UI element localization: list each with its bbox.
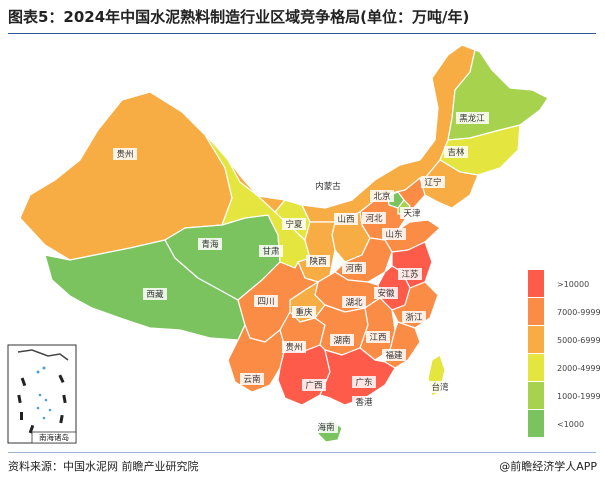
label-yunnan: 云南 bbox=[243, 374, 260, 385]
label-chip bbox=[282, 218, 306, 230]
label-chip bbox=[342, 262, 366, 274]
label-guizhou: 贵州 bbox=[285, 342, 302, 353]
label-chip bbox=[312, 180, 345, 192]
label-chip bbox=[456, 112, 489, 124]
legend-label: 1000-1999 bbox=[557, 392, 601, 401]
label-chip bbox=[254, 295, 278, 307]
title-divider bbox=[8, 33, 596, 34]
label-chip bbox=[302, 379, 326, 391]
china-map: 贵州 西藏 青海 甘肃 宁夏 内蒙古 黑龙江 吉林 辽宁 北京 天津 河北 山西… bbox=[7, 44, 601, 444]
label-chip bbox=[314, 421, 338, 433]
label-chip bbox=[366, 331, 390, 343]
legend-item: >10000 bbox=[528, 270, 589, 297]
label-chip bbox=[444, 146, 468, 158]
label-chip bbox=[382, 349, 406, 361]
label-chip bbox=[352, 396, 376, 408]
inset-label: 南海诸岛 bbox=[39, 432, 69, 442]
label-hongkong: 香港 bbox=[355, 397, 373, 408]
label-chip bbox=[113, 148, 137, 160]
label-chongqing: 重庆 bbox=[295, 307, 313, 318]
legend-swatch bbox=[528, 354, 544, 381]
label-chip bbox=[362, 212, 386, 224]
label-liaoning: 辽宁 bbox=[424, 177, 441, 188]
label-chip bbox=[259, 245, 283, 257]
inset-coastline bbox=[17, 349, 69, 361]
label-chip bbox=[282, 341, 306, 353]
label-chip bbox=[306, 255, 330, 267]
label-shaanxi: 陕西 bbox=[309, 256, 326, 267]
label-hubei: 湖北 bbox=[345, 298, 363, 308]
legend-label: <1000 bbox=[557, 420, 584, 429]
label-tianjin: 天津 bbox=[403, 208, 421, 219]
chart-title: 图表5：2024年中国水泥熟料制造行业区域竞争格局(单位：万吨/年) bbox=[8, 8, 470, 26]
label-chip bbox=[421, 176, 445, 188]
legend-swatch bbox=[528, 410, 544, 437]
label-heilongjiang: 黑龙江 bbox=[459, 113, 485, 124]
legend-label: 7000-9999 bbox=[557, 308, 601, 317]
label-chip bbox=[374, 287, 398, 299]
legend: >10000 7000-9999 5000-6999 2000-4999 100… bbox=[528, 270, 601, 437]
label-chip bbox=[370, 190, 394, 202]
label-guangxi: 广西 bbox=[305, 380, 322, 391]
label-chip bbox=[428, 381, 452, 393]
legend-label: 2000-4999 bbox=[557, 364, 601, 373]
label-henan: 河南 bbox=[345, 263, 362, 274]
label-ningxia: 宁夏 bbox=[285, 219, 303, 230]
legend-swatch bbox=[528, 298, 544, 325]
label-sichuan: 四川 bbox=[257, 297, 274, 307]
label-gansu: 甘肃 bbox=[262, 246, 280, 257]
south-china-sea-inset: 南海诸岛 bbox=[7, 344, 77, 444]
label-chip bbox=[334, 213, 358, 225]
label-chip bbox=[400, 207, 424, 219]
legend-item: 7000-9999 bbox=[528, 298, 601, 325]
label-chip bbox=[330, 334, 354, 346]
label-chip bbox=[240, 373, 264, 385]
legend-item: <1000 bbox=[528, 410, 584, 437]
label-beijing: 北京 bbox=[373, 191, 390, 202]
label-zhejiang: 浙江 bbox=[405, 312, 423, 323]
label-shanxi: 山西 bbox=[337, 214, 354, 225]
source-note: 资料来源：中国水泥网 前瞻产业研究院 bbox=[8, 460, 199, 473]
label-neimenggu: 内蒙古 bbox=[315, 181, 341, 192]
label-jiangxi: 江西 bbox=[369, 333, 386, 343]
legend-item: 1000-1999 bbox=[528, 382, 601, 409]
label-jilin: 吉林 bbox=[447, 147, 465, 158]
legend-item: 2000-4999 bbox=[528, 354, 601, 381]
inset-label-box bbox=[31, 431, 77, 444]
legend-label: 5000-6999 bbox=[557, 336, 601, 345]
label-chip bbox=[402, 311, 426, 323]
label-qinghai: 青海 bbox=[201, 239, 219, 250]
label-chip bbox=[342, 296, 366, 308]
inset-frame bbox=[7, 344, 77, 444]
label-hunan: 湖南 bbox=[333, 335, 350, 346]
label-chip bbox=[198, 238, 222, 250]
label-hainan: 海南 bbox=[317, 422, 334, 433]
legend-swatch bbox=[528, 326, 544, 353]
legend-swatch bbox=[528, 270, 544, 297]
legend-item: 5000-6999 bbox=[528, 326, 601, 353]
label-jiangsu: 江苏 bbox=[401, 269, 419, 280]
label-xizang: 西藏 bbox=[146, 289, 164, 300]
label-xinjiang: 贵州 bbox=[116, 149, 133, 160]
footer-divider bbox=[8, 452, 596, 453]
label-chip bbox=[382, 228, 406, 240]
map-area: 贵州 西藏 青海 甘肃 宁夏 内蒙古 黑龙江 吉林 辽宁 北京 天津 河北 山西… bbox=[0, 40, 605, 450]
label-hebei: 河北 bbox=[365, 213, 383, 224]
legend-label: >10000 bbox=[557, 280, 589, 289]
label-taiwan: 台湾 bbox=[431, 382, 449, 393]
credit-note: @前瞻经济学人APP bbox=[499, 460, 597, 473]
label-chip bbox=[292, 306, 316, 318]
label-anhui: 安徽 bbox=[377, 288, 395, 299]
label-chip bbox=[398, 268, 422, 280]
legend-swatch bbox=[528, 382, 544, 409]
label-guangdong: 广东 bbox=[355, 377, 372, 388]
label-chip bbox=[352, 376, 376, 388]
region-labels: 贵州 西藏 青海 甘肃 宁夏 内蒙古 黑龙江 吉林 辽宁 北京 天津 河北 山西… bbox=[113, 112, 489, 433]
label-fujian: 福建 bbox=[385, 350, 403, 361]
label-shandong: 山东 bbox=[385, 229, 402, 240]
label-chip bbox=[143, 288, 167, 300]
